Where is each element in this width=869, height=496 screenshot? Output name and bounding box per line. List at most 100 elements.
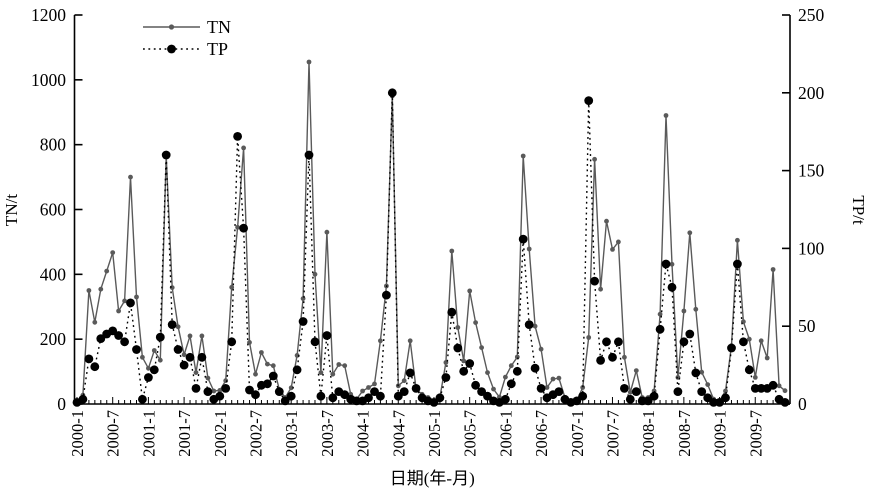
tp-point <box>376 391 385 401</box>
tp-point <box>310 337 320 347</box>
tn-point <box>598 286 603 292</box>
tp-point <box>655 324 665 334</box>
tn-point <box>520 153 526 159</box>
tp-point <box>590 276 599 286</box>
tp-point <box>227 337 237 347</box>
tp-point <box>304 150 314 160</box>
tn-point <box>538 346 544 352</box>
x-tick-label: 2007-1 <box>568 410 587 457</box>
tp-point <box>126 298 135 308</box>
tp-point <box>447 307 457 317</box>
tn-point <box>705 382 711 387</box>
y-right-tick-label: 100 <box>798 238 825 258</box>
tp-point <box>120 337 129 347</box>
tn-point <box>401 378 407 384</box>
tn-point <box>770 267 776 272</box>
x-tick-label: 2006-1 <box>496 410 515 457</box>
x-tick-label: 2008-7 <box>675 410 694 457</box>
tn-point <box>312 271 318 277</box>
tn-point <box>449 248 455 254</box>
tp-point <box>144 373 153 382</box>
x-tick-label: 2000-1 <box>68 410 87 457</box>
tp-point <box>292 365 302 375</box>
tn-point <box>633 368 639 373</box>
tp-point <box>429 398 439 407</box>
tp-point <box>625 394 635 404</box>
tn-point <box>342 363 348 369</box>
y-left-tick-label: 400 <box>40 264 67 284</box>
y-left-tick-label: 200 <box>40 329 67 349</box>
tp-point <box>465 359 475 368</box>
tp-point <box>435 393 445 403</box>
x-tick-label: 2004-1 <box>354 410 373 457</box>
tp-point <box>399 387 409 396</box>
tp-point <box>667 282 677 292</box>
tp-point <box>661 259 671 269</box>
tp-point <box>691 368 701 378</box>
tp-point <box>132 345 141 354</box>
tn-point <box>746 336 752 342</box>
tp-point <box>530 363 540 373</box>
tp-point <box>340 390 350 400</box>
tp-point <box>739 337 748 347</box>
tn-point <box>265 361 270 367</box>
tp-point <box>167 320 177 329</box>
tp-point <box>620 384 629 393</box>
tp-point <box>298 317 308 326</box>
tn-point <box>229 284 235 290</box>
tn-point <box>532 323 538 329</box>
tp-point <box>614 337 623 347</box>
tn-point <box>776 383 782 389</box>
tn-point <box>467 288 473 294</box>
tn-point <box>235 224 241 230</box>
tn-point <box>146 365 151 371</box>
tp-point <box>477 387 486 396</box>
tp-point <box>316 391 326 401</box>
tn-point <box>110 250 116 256</box>
x-tick-label: 2003-7 <box>318 410 337 457</box>
x-tick-label: 2009-1 <box>711 410 730 457</box>
y-right-tick-label: 200 <box>798 83 825 103</box>
tn-series <box>74 59 788 405</box>
tn-point <box>556 375 562 381</box>
tn-point <box>508 363 514 369</box>
tn-point <box>622 354 627 360</box>
tp-point <box>90 362 100 372</box>
tp-point <box>441 373 451 382</box>
tp-point <box>631 387 641 396</box>
tp-point <box>649 391 659 401</box>
tp-point <box>673 387 683 396</box>
tp-point <box>173 345 183 354</box>
tn-point <box>503 374 508 380</box>
x-tick-label: 2009-7 <box>746 410 765 457</box>
tp-point <box>459 366 469 376</box>
tp-point <box>554 387 564 396</box>
tn-point <box>241 145 247 151</box>
tp-point <box>138 394 147 404</box>
tn-point <box>211 388 217 394</box>
tp-point <box>322 331 332 340</box>
tn-point <box>616 239 621 245</box>
tp-point <box>506 379 516 389</box>
tp-point <box>251 390 260 400</box>
tp-point <box>744 365 754 375</box>
tp-point <box>161 150 171 160</box>
y-left-tick-label: 1000 <box>31 70 66 90</box>
y-left-tick-label: 1200 <box>31 5 66 25</box>
tn-point <box>681 308 687 314</box>
tn-point <box>270 363 276 369</box>
x-axis-title: 日期(年-月) <box>390 469 475 488</box>
tn-point <box>330 371 336 377</box>
y-right-tick-label: 150 <box>798 161 825 181</box>
tp-point <box>572 396 582 406</box>
tp-point <box>78 394 88 404</box>
tp-point <box>263 379 272 389</box>
tp-point <box>215 391 225 401</box>
x-tick-label: 2000-7 <box>104 410 123 457</box>
x-tick-label: 2003-1 <box>282 410 301 457</box>
tp-point <box>643 396 653 406</box>
tp-point <box>197 352 207 362</box>
tn-point <box>253 371 258 377</box>
tp-point <box>411 384 421 393</box>
tn-point <box>663 113 669 118</box>
